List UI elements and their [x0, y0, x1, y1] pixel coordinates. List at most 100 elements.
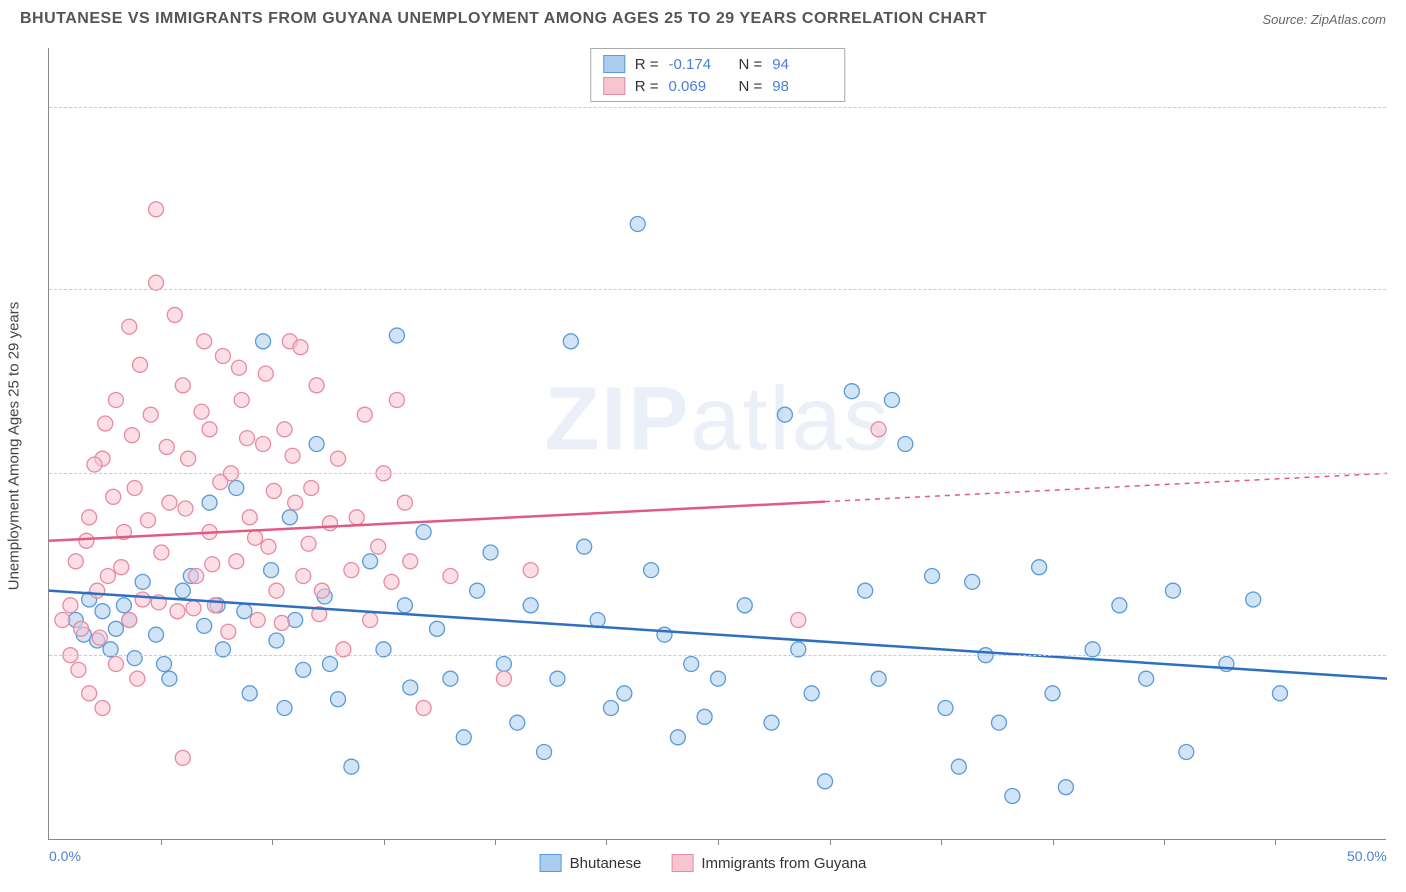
scatter-point — [130, 671, 145, 686]
scatter-point — [293, 340, 308, 355]
n-value: 98 — [772, 78, 832, 95]
scatter-point — [237, 604, 252, 619]
scatter-point — [397, 598, 412, 613]
scatter-point — [181, 451, 196, 466]
scatter-point — [389, 393, 404, 408]
scatter-point — [657, 627, 672, 642]
scatter-point — [175, 378, 190, 393]
scatter-point — [844, 384, 859, 399]
legend-swatch — [540, 854, 562, 872]
scatter-point — [871, 422, 886, 437]
scatter-point — [213, 475, 228, 490]
scatter-point — [170, 604, 185, 619]
n-label: N = — [739, 56, 763, 73]
x-tick-mark — [830, 839, 831, 845]
scatter-point — [443, 671, 458, 686]
scatter-point — [403, 680, 418, 695]
scatter-point — [1179, 745, 1194, 760]
scatter-point — [1005, 789, 1020, 804]
source-citation: Source: ZipAtlas.com — [1262, 12, 1386, 27]
r-value: -0.174 — [669, 56, 729, 73]
r-label: R = — [635, 56, 659, 73]
scatter-point — [71, 662, 86, 677]
scatter-point — [550, 671, 565, 686]
series-legend: Bhutanese Immigrants from Guyana — [540, 854, 867, 872]
x-tick-mark — [1164, 839, 1165, 845]
scatter-point — [149, 202, 164, 217]
scatter-point — [205, 557, 220, 572]
legend-item: Immigrants from Guyana — [671, 854, 866, 872]
scatter-point — [127, 651, 142, 666]
scatter-point — [189, 569, 204, 584]
scatter-point — [349, 510, 364, 525]
x-tick-mark — [384, 839, 385, 845]
y-tick-label: 6.3% — [1391, 647, 1406, 663]
scatter-point — [143, 407, 158, 422]
scatter-point — [194, 404, 209, 419]
scatter-point — [122, 613, 137, 628]
scatter-point — [288, 495, 303, 510]
scatter-point — [135, 574, 150, 589]
scatter-point — [274, 615, 289, 630]
scatter-point — [248, 530, 263, 545]
scatter-point — [90, 583, 105, 598]
scatter-point — [202, 422, 217, 437]
scatter-point — [234, 393, 249, 408]
scatter-point — [510, 715, 525, 730]
scatter-point — [95, 701, 110, 716]
scatter-point — [266, 483, 281, 498]
scatter-point — [135, 592, 150, 607]
scatter-point — [416, 525, 431, 540]
legend-swatch — [671, 854, 693, 872]
x-tick-mark — [272, 839, 273, 845]
scatter-point — [630, 217, 645, 232]
scatter-point — [344, 759, 359, 774]
scatter-point — [114, 560, 129, 575]
scatter-point — [314, 583, 329, 598]
scatter-point — [397, 495, 412, 510]
scatter-point — [264, 563, 279, 578]
scatter-point — [162, 495, 177, 510]
scatter-point — [202, 495, 217, 510]
scatter-point — [403, 554, 418, 569]
scatter-point — [384, 574, 399, 589]
n-label: N = — [739, 78, 763, 95]
chart-area: ZIPatlas R = -0.174 N = 94 R = 0.069 N =… — [48, 48, 1386, 840]
scatter-point — [242, 510, 257, 525]
scatter-point — [162, 671, 177, 686]
gridline — [49, 107, 1386, 108]
scatter-point — [416, 701, 431, 716]
scatter-point — [1045, 686, 1060, 701]
scatter-point — [603, 701, 618, 716]
scatter-point — [197, 334, 212, 349]
scatter-point — [74, 621, 89, 636]
scatter-point — [261, 539, 276, 554]
scatter-point — [157, 657, 172, 672]
scatter-point — [55, 613, 70, 628]
scatter-point — [737, 598, 752, 613]
scatter-point — [764, 715, 779, 730]
scatter-point — [124, 428, 139, 443]
scatter-point — [288, 613, 303, 628]
scatter-point — [231, 360, 246, 375]
trend-line-dashed — [825, 473, 1387, 501]
legend-swatch — [603, 55, 625, 73]
x-tick-mark — [718, 839, 719, 845]
scatter-point — [258, 366, 273, 381]
scatter-point — [296, 569, 311, 584]
scatter-point — [363, 613, 378, 628]
plot-region: ZIPatlas R = -0.174 N = 94 R = 0.069 N =… — [48, 48, 1386, 840]
scatter-point — [95, 604, 110, 619]
scatter-point — [92, 630, 107, 645]
scatter-point — [483, 545, 498, 560]
scatter-point — [925, 569, 940, 584]
correlation-stats-box: R = -0.174 N = 94 R = 0.069 N = 98 — [590, 48, 846, 102]
scatter-point — [523, 563, 538, 578]
x-tick-label: 50.0% — [1347, 848, 1387, 864]
scatter-point — [256, 334, 271, 349]
scatter-point — [496, 671, 511, 686]
scatter-point — [938, 701, 953, 716]
scatter-point — [296, 662, 311, 677]
scatter-point — [577, 539, 592, 554]
scatter-point — [818, 774, 833, 789]
